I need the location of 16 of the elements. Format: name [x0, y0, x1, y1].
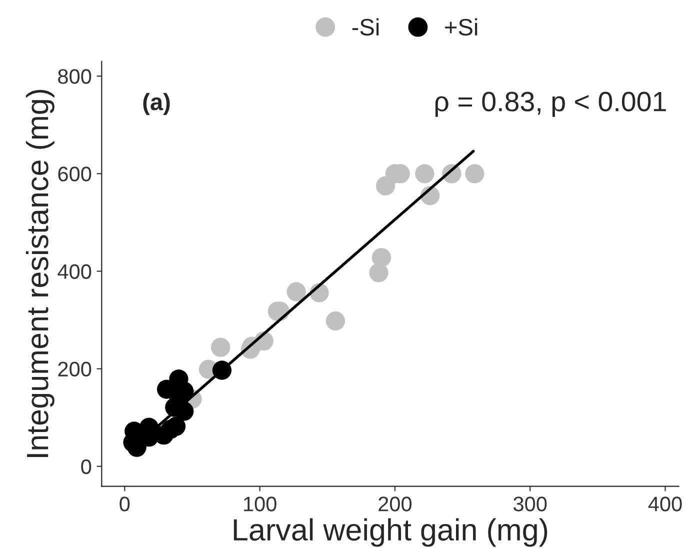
y-tick-label: 400: [58, 264, 92, 279]
y-tick-label: 800: [58, 69, 92, 84]
x-tick-label: 100: [244, 496, 276, 512]
x-tick-label: 300: [514, 496, 547, 512]
y-tick-label: 0: [81, 459, 92, 474]
x-tick-label: 200: [378, 496, 412, 512]
legend-label: -Si: [352, 18, 379, 36]
y-tick-label: 600: [58, 166, 92, 182]
y-tick-label: 200: [58, 362, 92, 377]
x-axis-title: Larval weight gain (mg): [234, 518, 548, 547]
annotation: (a): [143, 92, 170, 115]
x-tick-label: 400: [648, 496, 682, 512]
y-axis-title: Integument resistance (mg): [26, 90, 54, 458]
x-tick-label: 0: [120, 496, 130, 512]
legend-label: +Si: [445, 18, 478, 36]
annotation: ρ = 0.83, p < 0.001: [435, 92, 666, 117]
